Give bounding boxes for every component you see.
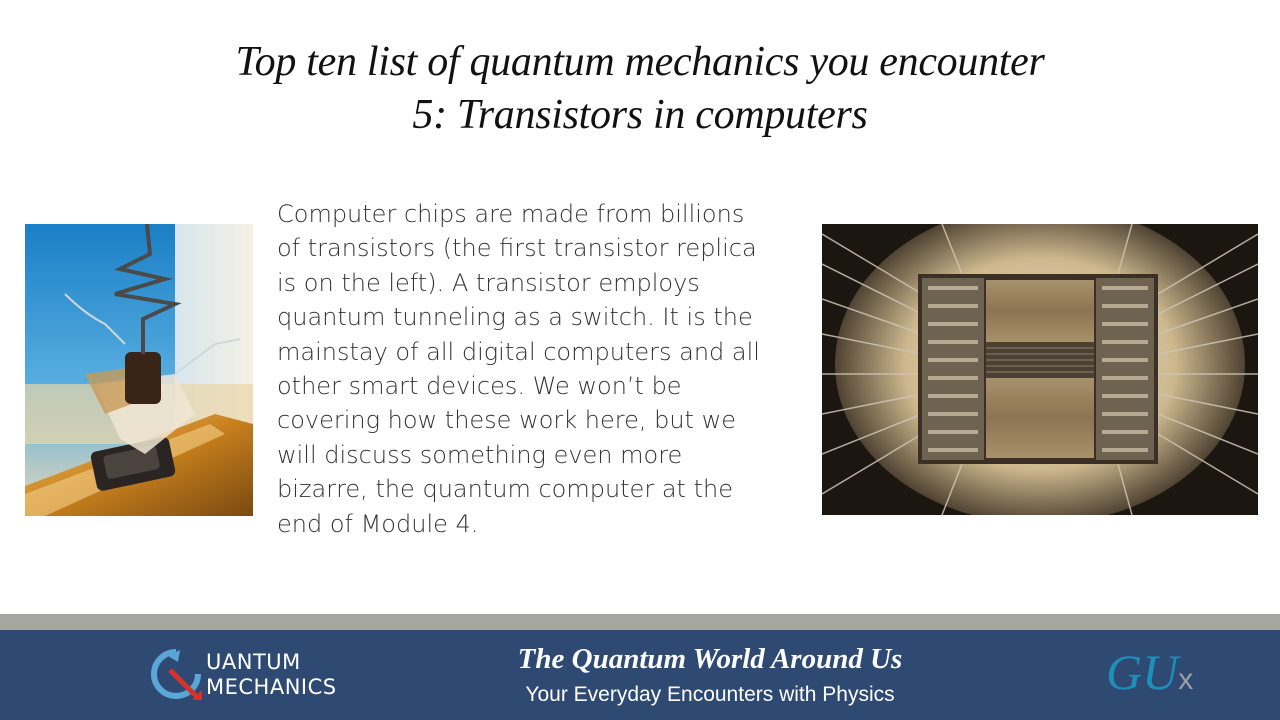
slide-title: Top ten list of quantum mechanics you en… — [0, 36, 1280, 142]
body-line: is on the left). A transistor employs — [277, 268, 700, 297]
body-line: covering how these work here, but we — [277, 406, 736, 435]
body-line: Computer chips are made from billions — [277, 200, 745, 228]
title-line-2: 5: Transistors in computers — [412, 92, 868, 138]
gux-logo-x: x — [1178, 663, 1194, 696]
logo-line-2: MECHANICS — [206, 675, 337, 699]
footer-divider — [0, 614, 1280, 630]
integrated-circuit-photo — [822, 224, 1258, 515]
logo-line-1: UANTUM — [206, 650, 301, 674]
body-line: other smart devices. We won’t be — [277, 372, 682, 401]
body-line: will discuss something even more — [277, 440, 683, 469]
gux-logo-main: GU — [1106, 644, 1179, 700]
course-title: The Quantum World Around Us — [517, 643, 903, 675]
footer-bar — [0, 630, 1280, 720]
body-paragraph: Computer chips are made from billions of… — [277, 197, 797, 541]
body-line: end of Module 4. — [277, 509, 479, 538]
gux-logo: GUx — [1106, 644, 1216, 700]
body-line: mainstay of all digital computers and al… — [277, 337, 760, 366]
course-subtitle: Your Everyday Encounters with Physics — [525, 683, 895, 706]
quantum-mechanics-logo-text: UANTUM MECHANICS — [206, 650, 337, 700]
title-line-1: Top ten list of quantum mechanics you en… — [235, 39, 1045, 85]
body-line: bizarre, the quantum computer at the — [277, 475, 733, 504]
transistor-replica-photo — [25, 224, 253, 516]
body-line: quantum tunneling as a switch. It is the — [277, 303, 753, 332]
body-line: of transistors (the first transistor rep… — [277, 234, 757, 263]
quantum-mechanics-logo-icon — [151, 649, 202, 700]
